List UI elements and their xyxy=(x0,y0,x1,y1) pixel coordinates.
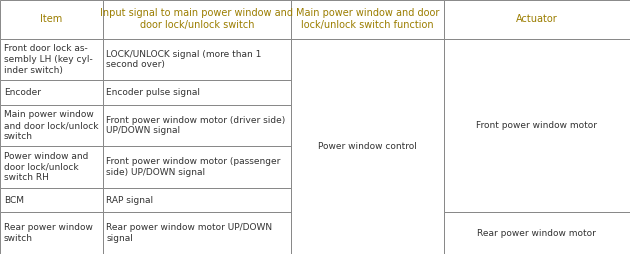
Bar xyxy=(444,0,630,39)
Bar xyxy=(0,80,103,105)
Text: Power window control: Power window control xyxy=(318,142,416,151)
Bar xyxy=(103,188,291,212)
Bar xyxy=(444,39,630,212)
Text: Front power window motor (driver side)
UP/DOWN signal: Front power window motor (driver side) U… xyxy=(106,116,286,135)
Text: Encoder pulse signal: Encoder pulse signal xyxy=(106,88,200,97)
Bar xyxy=(0,188,103,212)
Bar xyxy=(291,0,444,39)
Text: Main power window
and door lock/unlock
switch: Main power window and door lock/unlock s… xyxy=(4,110,98,141)
Text: Input signal to main power window and
door lock/unlock switch: Input signal to main power window and do… xyxy=(100,8,294,30)
Text: Main power window and door
lock/unlock switch function: Main power window and door lock/unlock s… xyxy=(295,8,439,30)
Text: Rear power window motor: Rear power window motor xyxy=(478,229,596,238)
Text: Front power window motor (passenger
side) UP/DOWN signal: Front power window motor (passenger side… xyxy=(106,157,281,177)
Bar xyxy=(103,212,291,254)
Text: RAP signal: RAP signal xyxy=(106,196,154,205)
Text: Actuator: Actuator xyxy=(516,14,558,24)
Bar xyxy=(0,146,103,188)
Bar xyxy=(0,39,103,80)
Text: Front power window motor: Front power window motor xyxy=(476,121,597,130)
Text: Item: Item xyxy=(40,14,62,24)
Text: Power window and
door lock/unlock
switch RH: Power window and door lock/unlock switch… xyxy=(4,152,88,182)
Bar xyxy=(103,0,291,39)
Text: Front door lock as-
sembly LH (key cyl-
inder switch): Front door lock as- sembly LH (key cyl- … xyxy=(4,44,93,75)
Bar xyxy=(103,105,291,146)
Bar xyxy=(103,39,291,80)
Text: Rear power window
switch: Rear power window switch xyxy=(4,223,93,243)
Bar xyxy=(103,80,291,105)
Text: Rear power window motor UP/DOWN
signal: Rear power window motor UP/DOWN signal xyxy=(106,223,273,243)
Bar xyxy=(444,212,630,254)
Text: Encoder: Encoder xyxy=(4,88,41,97)
Bar xyxy=(0,0,103,39)
Text: BCM: BCM xyxy=(4,196,24,205)
Text: LOCK/UNLOCK signal (more than 1
second over): LOCK/UNLOCK signal (more than 1 second o… xyxy=(106,50,262,69)
Bar xyxy=(103,146,291,188)
Bar xyxy=(291,39,444,254)
Bar xyxy=(0,212,103,254)
Bar xyxy=(0,105,103,146)
